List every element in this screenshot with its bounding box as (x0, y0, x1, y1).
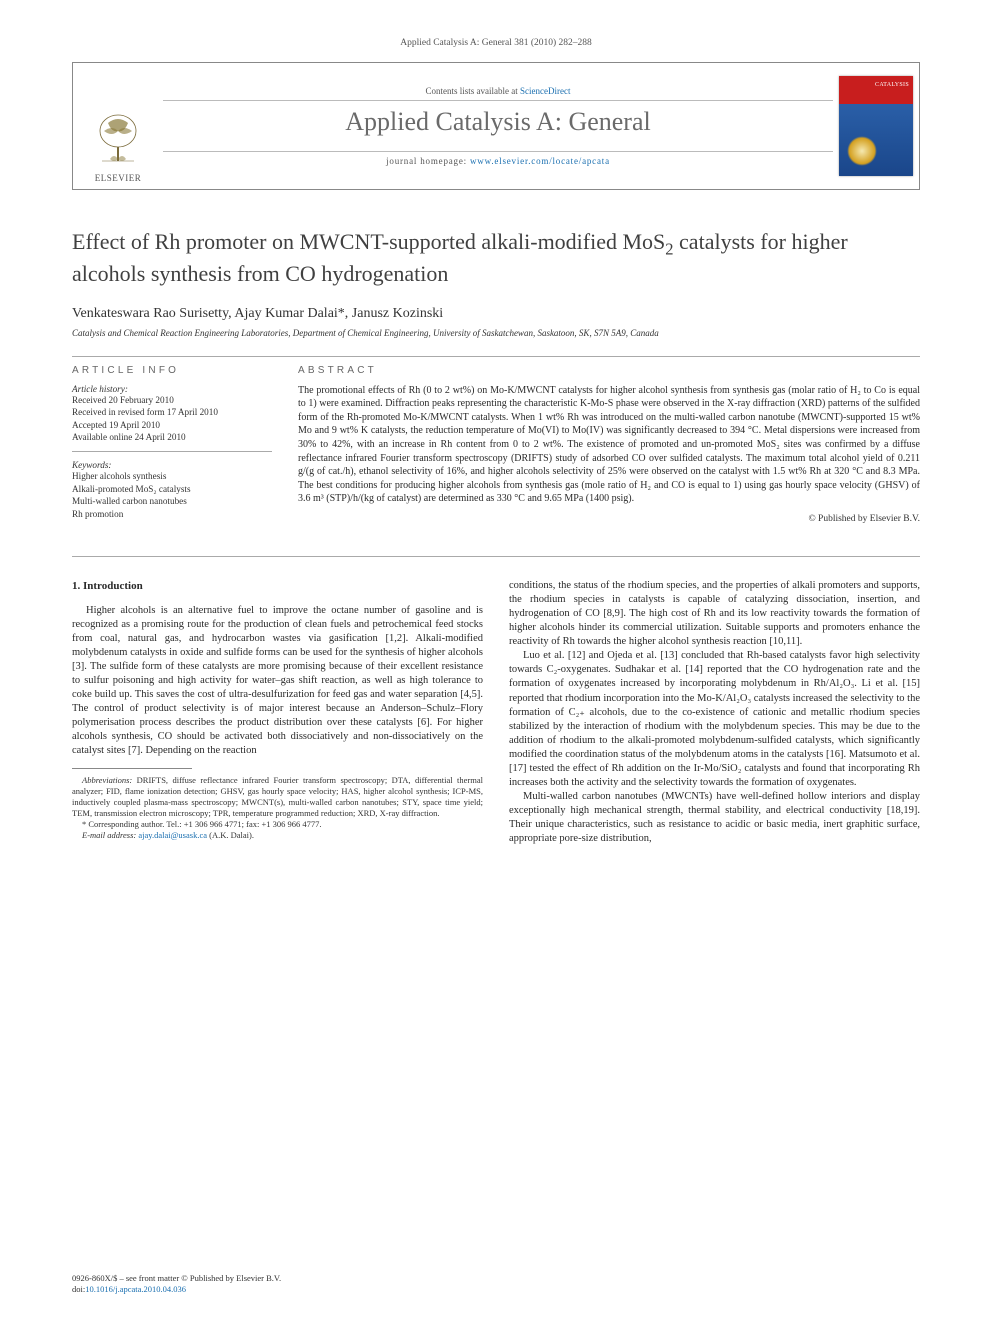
doi-prefix: doi: (72, 1284, 85, 1294)
history-line: Available online 24 April 2010 (72, 431, 272, 443)
body-paragraph: Higher alcohols is an alternative fuel t… (72, 604, 483, 759)
journal-cover-thumbnail (839, 76, 913, 176)
masthead-center: Contents lists available at ScienceDirec… (163, 63, 833, 189)
abbrev-text: DRIFTS, diffuse reflectance infrared Fou… (72, 775, 483, 818)
article-info-heading: ARTICLE INFO (72, 365, 272, 376)
email-footnote: E-mail address: ajay.dalai@usask.ca (A.K… (72, 830, 483, 841)
left-column: 1. Introduction Higher alcohols is an al… (72, 579, 483, 846)
journal-masthead: ELSEVIER Contents lists available at Sci… (72, 62, 920, 190)
title-pre: Effect of Rh promoter on MWCNT-supported… (72, 229, 665, 254)
keywords-label: Keywords: (72, 460, 272, 470)
article-info-column: ARTICLE INFO Article history: Received 2… (72, 365, 272, 536)
body-paragraph: Multi-walled carbon nanotubes (MWCNTs) h… (509, 790, 920, 846)
doi-link[interactable]: 10.1016/j.apcata.2010.04.036 (85, 1284, 186, 1294)
email-suffix: (A.K. Dalai). (207, 830, 254, 840)
page-footer: 0926-860X/$ – see front matter © Publish… (72, 1273, 281, 1295)
affiliation: Catalysis and Chemical Reaction Engineer… (72, 328, 920, 338)
history-line: Received in revised form 17 April 2010 (72, 406, 272, 418)
abstract-heading: ABSTRACT (298, 365, 920, 376)
body-paragraph: conditions, the status of the rhodium sp… (509, 579, 920, 649)
history-label: Article history: (72, 384, 272, 394)
footer-copyright: 0926-860X/$ – see front matter © Publish… (72, 1273, 281, 1284)
right-column: conditions, the status of the rhodium sp… (509, 579, 920, 846)
abstract-column: ABSTRACT The promotional effects of Rh (… (298, 365, 920, 536)
keywords-block: Keywords: Higher alcohols synthesis Alka… (72, 460, 272, 528)
article-title: Effect of Rh promoter on MWCNT-supported… (72, 228, 920, 288)
info-abstract-row: ARTICLE INFO Article history: Received 2… (72, 356, 920, 536)
keyword: Higher alcohols synthesis (72, 470, 272, 482)
contents-available-line: Contents lists available at ScienceDirec… (163, 82, 833, 101)
publisher-name: ELSEVIER (95, 173, 142, 183)
history-line: Accepted 19 April 2010 (72, 419, 272, 431)
keyword: Rh promotion (72, 508, 272, 520)
keyword: Multi-walled carbon nanotubes (72, 495, 272, 507)
footnotes-block: Abbreviations: DRIFTS, diffuse reflectan… (72, 775, 483, 840)
email-label: E-mail address: (82, 830, 138, 840)
elsevier-tree-icon (90, 109, 146, 171)
cover-thumbnail-block (833, 63, 919, 189)
title-subscript: 2 (665, 239, 673, 258)
keyword: Alkali-promoted MoS₂ catalysts (72, 483, 272, 495)
running-header: Applied Catalysis A: General 381 (2010) … (72, 38, 920, 48)
body-two-column: 1. Introduction Higher alcohols is an al… (72, 556, 920, 846)
journal-name: Applied Catalysis A: General (345, 107, 650, 137)
author-list: Venkateswara Rao Surisetty, Ajay Kumar D… (72, 306, 920, 322)
footnote-rule (72, 768, 192, 769)
email-link[interactable]: ajay.dalai@usask.ca (138, 830, 207, 840)
section-heading-intro: 1. Introduction (72, 579, 483, 594)
abbreviations-footnote: Abbreviations: DRIFTS, diffuse reflectan… (72, 775, 483, 819)
publisher-logo-block: ELSEVIER (73, 63, 163, 189)
body-paragraph: Luo et al. [12] and Ojeda et al. [13] co… (509, 649, 920, 790)
sciencedirect-link[interactable]: ScienceDirect (520, 86, 570, 96)
article-history-block: Article history: Received 20 February 20… (72, 384, 272, 453)
homepage-prefix: journal homepage: (386, 156, 470, 166)
contents-prefix: Contents lists available at (426, 86, 520, 96)
corresponding-author-footnote: * Corresponding author. Tel.: +1 306 966… (72, 819, 483, 830)
history-line: Received 20 February 2010 (72, 394, 272, 406)
abstract-text: The promotional effects of Rh (0 to 2 wt… (298, 384, 920, 506)
homepage-link[interactable]: www.elsevier.com/locate/apcata (470, 156, 610, 166)
homepage-line: journal homepage: www.elsevier.com/locat… (163, 151, 833, 170)
footer-doi-line: doi:10.1016/j.apcata.2010.04.036 (72, 1284, 281, 1295)
abbrev-label: Abbreviations: (82, 775, 132, 785)
abstract-copyright: © Published by Elsevier B.V. (298, 514, 920, 524)
